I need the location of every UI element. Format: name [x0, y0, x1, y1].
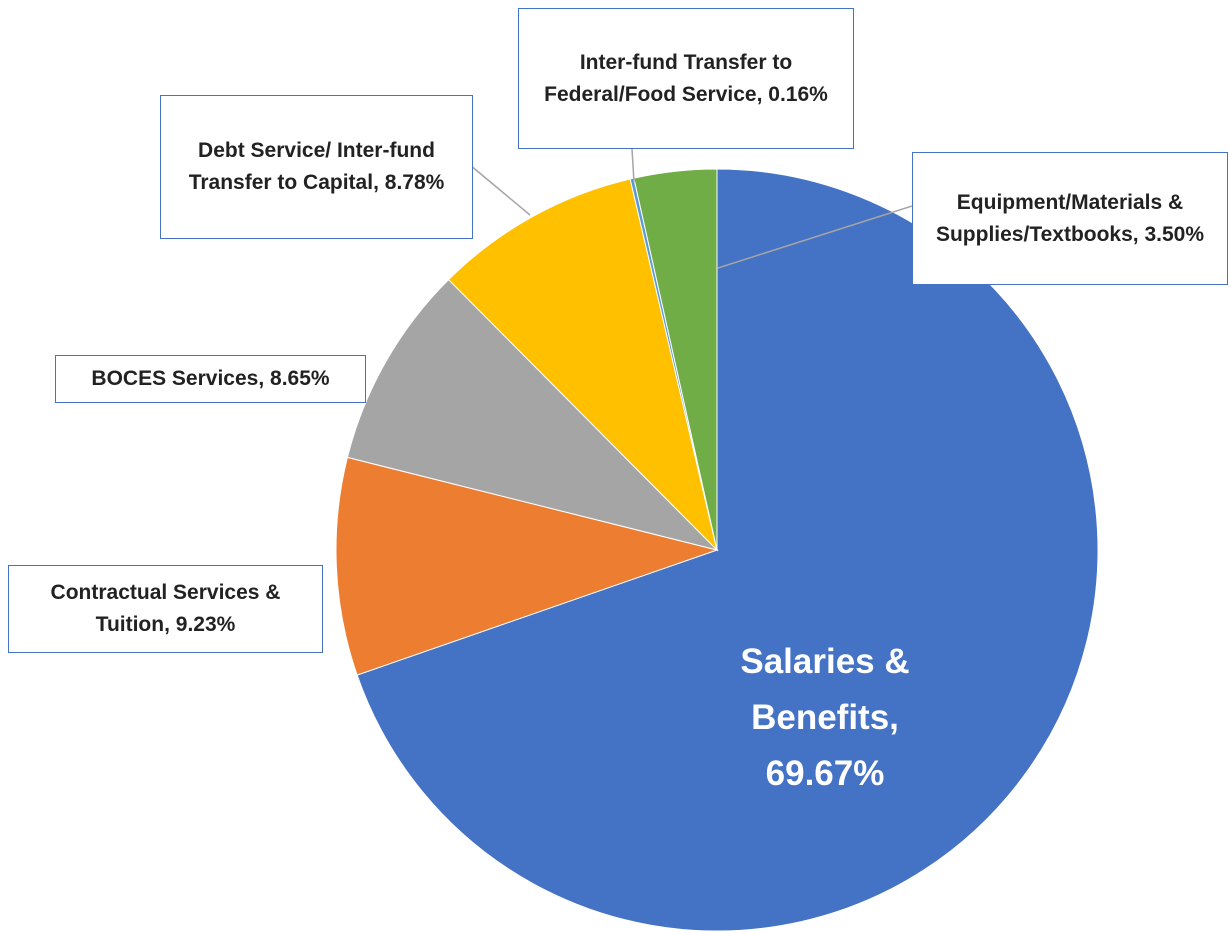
value-label: 0.16%	[768, 82, 828, 106]
data-label: Salaries & Benefits 69.67%	[700, 628, 950, 808]
data-label: Contractual Services & Tuition 9.23%	[8, 565, 323, 653]
value-label: 8.78%	[384, 171, 445, 194]
value-label: 8.65%	[270, 367, 330, 390]
pie-slice	[335, 456, 719, 676]
data-label: Debt Service/ Inter-fund Transfer to Cap…	[160, 95, 473, 239]
leader-line	[631, 148, 635, 183]
label-text: Contractual Services & Tuition 9.23%	[15, 577, 316, 641]
pie-slice	[447, 178, 718, 552]
value-label: 3.50%	[1144, 222, 1205, 246]
category-label: BOCES Services	[91, 367, 264, 390]
label-text: Salaries & Benefits 69.67%	[706, 634, 944, 802]
label-text: Debt Service/ Inter-fund Transfer to Cap…	[167, 135, 466, 199]
data-label: Equipment/Materials & Supplies/Textbooks…	[912, 152, 1228, 285]
leader-line	[717, 205, 913, 269]
category-label: Salaries & Benefits	[740, 642, 909, 737]
category-label: Inter-fund Transfer to Federal/Food Serv…	[544, 51, 792, 106]
leader-line	[469, 164, 531, 216]
label-text: Equipment/Materials & Supplies/Textbooks…	[919, 187, 1221, 251]
label-text: BOCES Services 8.65%	[91, 363, 329, 395]
category-label: Contractual Services & Tuition	[51, 581, 281, 636]
data-label: Inter-fund Transfer to Federal/Food Serv…	[518, 8, 854, 149]
label-text: Inter-fund Transfer to Federal/Food Serv…	[525, 47, 847, 111]
pie-slice	[346, 278, 719, 551]
value-label: 9.23%	[175, 613, 236, 636]
data-label: BOCES Services 8.65%	[55, 355, 366, 403]
value-label: 69.67%	[765, 754, 885, 793]
